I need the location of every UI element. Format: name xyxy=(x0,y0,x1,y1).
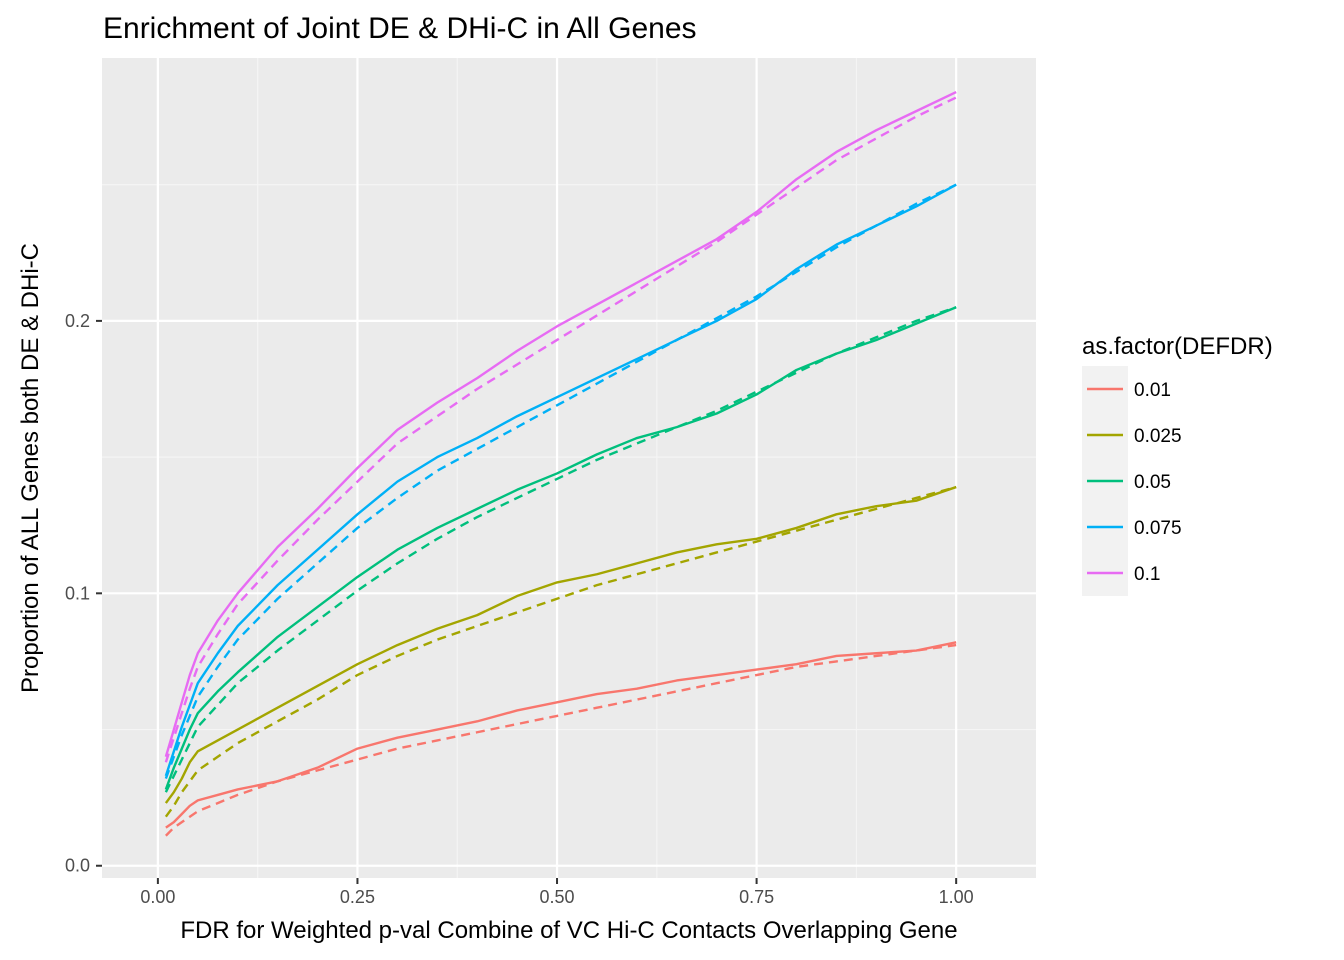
x-tick-label: 0.75 xyxy=(739,887,774,907)
legend-item: 0.1 xyxy=(1082,550,1160,596)
legend-title: as.factor(DEFDR) xyxy=(1082,333,1273,360)
legend-item: 0.025 xyxy=(1082,412,1182,458)
legend-label: 0.075 xyxy=(1134,518,1182,539)
series-line-dashed-0.05 xyxy=(164,306,957,793)
y-tick-label: 0.0 xyxy=(65,856,90,876)
y-tick-label: 0.1 xyxy=(65,583,90,603)
x-axis-ticks xyxy=(156,878,958,884)
series-lines xyxy=(164,90,957,837)
series-line-solid-0.01 xyxy=(165,641,957,829)
legend-item: 0.075 xyxy=(1082,504,1182,550)
series-line-solid-0.05 xyxy=(164,306,957,790)
series-line-dashed-0.01 xyxy=(165,643,957,837)
y-axis-tick-labels: 0.0 0.1 0.2 xyxy=(65,311,90,876)
grid-minor xyxy=(102,58,1036,878)
x-tick-label: 0.50 xyxy=(540,887,575,907)
y-axis-label: Proportion of ALL Genes both DE & DHi-C xyxy=(17,243,44,693)
grid-major xyxy=(102,58,1036,878)
legend-label: 0.025 xyxy=(1134,426,1182,447)
series-line-solid-0.025 xyxy=(164,485,957,804)
legend-label: 0.01 xyxy=(1134,380,1171,401)
series-line-dashed-0.025 xyxy=(164,485,957,818)
legend-item: 0.01 xyxy=(1082,366,1171,412)
series-line-solid-0.1 xyxy=(164,90,957,758)
series-line-dashed-0.075 xyxy=(164,183,957,779)
x-axis-label: FDR for Weighted p-val Combine of VC Hi-… xyxy=(180,917,957,944)
legend-items: 0.01 0.025 0.05 0.075 0.1 xyxy=(1082,366,1182,596)
legend: as.factor(DEFDR) 0.01 0.025 0.05 0.075 0.1 xyxy=(1082,333,1273,596)
y-tick-label: 0.2 xyxy=(65,311,90,331)
x-axis-tick-labels: 0.00 0.25 0.50 0.75 1.00 xyxy=(140,887,973,907)
series-line-dashed-0.1 xyxy=(164,96,957,763)
x-tick-label: 0.25 xyxy=(340,887,375,907)
y-axis-ticks xyxy=(96,319,102,867)
legend-item: 0.05 xyxy=(1082,458,1171,504)
x-tick-label: 0.00 xyxy=(140,887,175,907)
legend-label: 0.05 xyxy=(1134,472,1171,493)
chart-title: Enrichment of Joint DE & DHi-C in All Ge… xyxy=(103,12,697,45)
series-line-solid-0.075 xyxy=(164,183,957,777)
x-tick-label: 1.00 xyxy=(939,887,974,907)
legend-label: 0.1 xyxy=(1134,564,1160,585)
